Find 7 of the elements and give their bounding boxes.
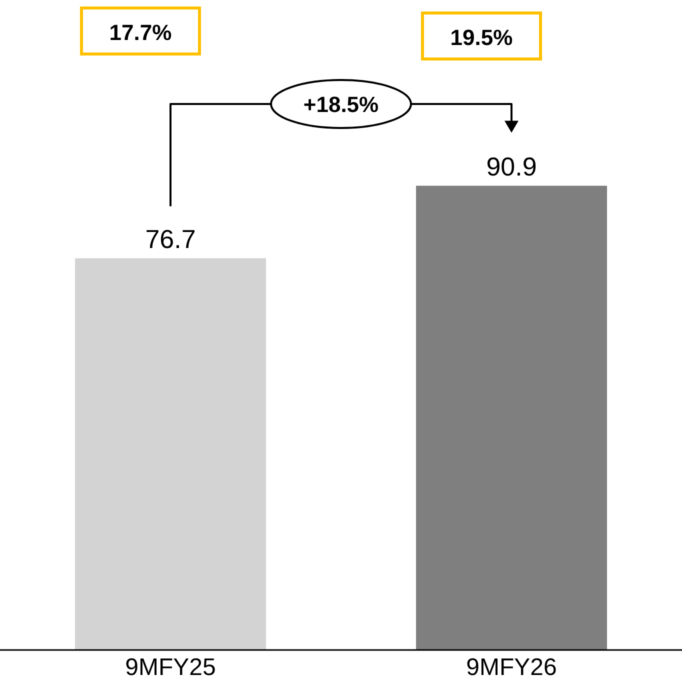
x-tick-label: 9MFY25	[125, 654, 216, 682]
data-label: 76.7	[145, 224, 196, 254]
data-label: 90.9	[486, 152, 537, 182]
text: 19.5%	[450, 25, 513, 50]
text: +18.5%	[303, 92, 379, 117]
x-tick-label: 9MFY26	[466, 654, 557, 682]
text: 17.7%	[109, 20, 172, 45]
